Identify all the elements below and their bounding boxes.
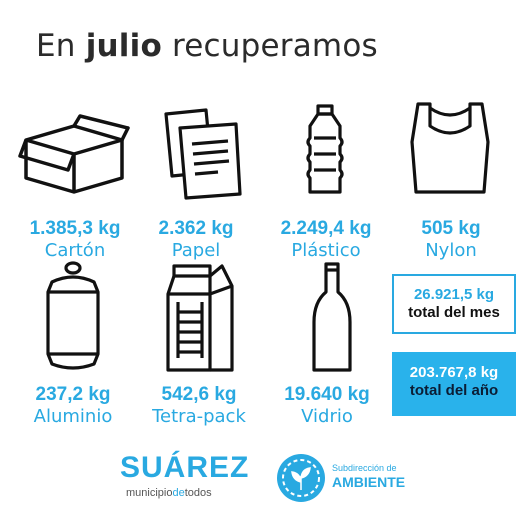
paper-sheets-icon [150, 106, 246, 202]
total-year-value: 203.767,8 kg [409, 364, 499, 381]
aluminum-can-icon [40, 258, 106, 374]
material-label: Cartón [44, 240, 106, 261]
amount: 237,2 kg [35, 384, 111, 405]
cardboard-box-icon [18, 112, 130, 196]
amount: 19.640 kg [284, 384, 370, 405]
amount: 542,6 kg [161, 384, 237, 405]
material-label: Vidrio [301, 406, 353, 427]
municipality-logo: SUÁREZ [120, 451, 250, 484]
amount: 2.249,4 kg [280, 218, 372, 239]
department-line-1: Subdirección de [332, 463, 397, 473]
item-vidrio: 19.640 kg Vidrio [262, 384, 392, 428]
material-label: Plástico [291, 240, 361, 261]
municipality-tagline: municipiodetodos [126, 486, 212, 500]
environment-logo-icon [275, 452, 327, 509]
title-month: julio [85, 28, 162, 64]
tagline-part: de [172, 487, 185, 499]
item-nylon: 505 kg Nylon [386, 218, 516, 262]
page-title: En julio recuperamos [36, 28, 378, 64]
item-carton: 1.385,3 kg Cartón [10, 218, 140, 262]
amount: 2.362 kg [158, 218, 234, 239]
item-tetra-pack: 542,6 kg Tetra-pack [134, 384, 264, 428]
material-label: Aluminio [33, 406, 113, 427]
department-line-2: AMBIENTE [332, 474, 406, 490]
tagline-part: municipio [126, 487, 173, 499]
total-year-label: total del año [409, 382, 499, 399]
amount: 1.385,3 kg [29, 218, 121, 239]
tagline-part: todos [184, 487, 212, 499]
plastic-bag-icon [408, 100, 492, 196]
total-month-box: 26.921,5 kg total del mes [392, 274, 516, 334]
total-month-label: total del mes [408, 304, 500, 321]
item-papel: 2.362 kg Papel [131, 218, 261, 262]
item-plastico: 2.249,4 kg Plástico [261, 218, 391, 262]
plastic-bottle-icon [300, 104, 350, 196]
amount: 505 kg [421, 218, 481, 239]
title-suffix: recuperamos [172, 28, 378, 64]
material-label: Tetra-pack [152, 406, 246, 427]
material-label: Papel [171, 240, 221, 261]
material-label: Nylon [425, 240, 477, 261]
glass-bottle-icon [312, 262, 352, 374]
item-aluminio: 237,2 kg Aluminio [8, 384, 138, 428]
total-year-box: 203.767,8 kg total del año [392, 352, 516, 416]
total-month-value: 26.921,5 kg [413, 286, 495, 303]
title-prefix: En [36, 28, 76, 64]
tetra-pack-icon [166, 262, 236, 374]
